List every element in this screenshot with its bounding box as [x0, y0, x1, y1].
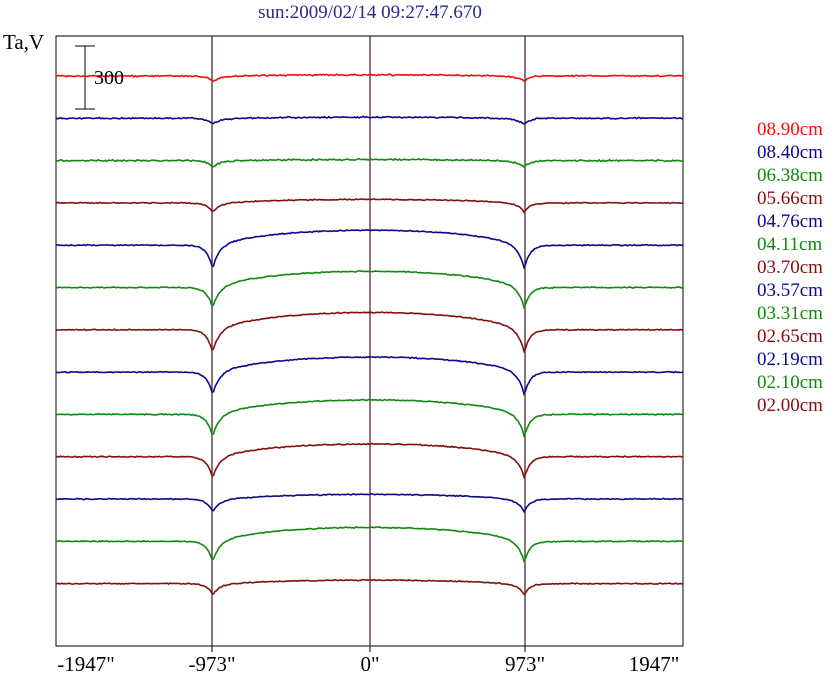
chart-title: sun:2009/02/14 09:27:47.670 — [258, 2, 482, 23]
limb-center-gridlines — [211, 36, 526, 652]
legend-item: 02.10cm — [757, 372, 823, 393]
legend-item: 02.19cm — [757, 349, 823, 370]
spectral-traces — [55, 73, 684, 596]
series-line-08.90cm — [55, 73, 684, 82]
x-tick-label: 0" — [360, 652, 380, 676]
x-tick-label: -973" — [188, 652, 236, 676]
series-line-03.70cm — [55, 311, 684, 354]
legend-item: 03.70cm — [757, 257, 823, 278]
series-line-02.19cm — [56, 493, 683, 513]
x-tick-label: 1947" — [628, 652, 680, 676]
series-line-05.66cm — [55, 198, 684, 214]
series-line-02.00cm — [55, 578, 684, 596]
legend: 08.90cm 08.40cm 06.38cm 05.66cm 04.76cm … — [757, 118, 823, 417]
series-line-04.76cm — [55, 228, 684, 270]
series-line-03.57cm — [55, 355, 684, 397]
x-tick-label: 973" — [504, 652, 546, 676]
series-line-03.31cm — [55, 398, 684, 438]
scale-bar-label: 300 — [94, 67, 124, 89]
legend-item: 03.57cm — [757, 280, 823, 301]
legend-item: 04.11cm — [757, 234, 823, 255]
legend-item: 08.90cm — [757, 119, 823, 140]
legend-item: 08.40cm — [757, 142, 823, 163]
legend-item: 05.66cm — [757, 188, 823, 209]
series-line-06.38cm — [55, 157, 684, 168]
legend-item: 04.76cm — [757, 211, 823, 232]
series-line-02.10cm — [55, 526, 684, 563]
y-axis-label: Ta,V — [3, 30, 45, 54]
series-line-08.40cm — [55, 115, 684, 125]
legend-item: 02.65cm — [757, 326, 823, 347]
legend-item: 02.00cm — [757, 395, 823, 416]
series-line-04.11cm — [55, 270, 684, 310]
x-tick-label: -1947" — [57, 652, 115, 676]
scale-bar — [75, 45, 95, 110]
legend-item: 03.31cm — [757, 303, 823, 324]
legend-item: 06.38cm — [757, 165, 823, 186]
series-line-02.65cm — [55, 442, 684, 480]
